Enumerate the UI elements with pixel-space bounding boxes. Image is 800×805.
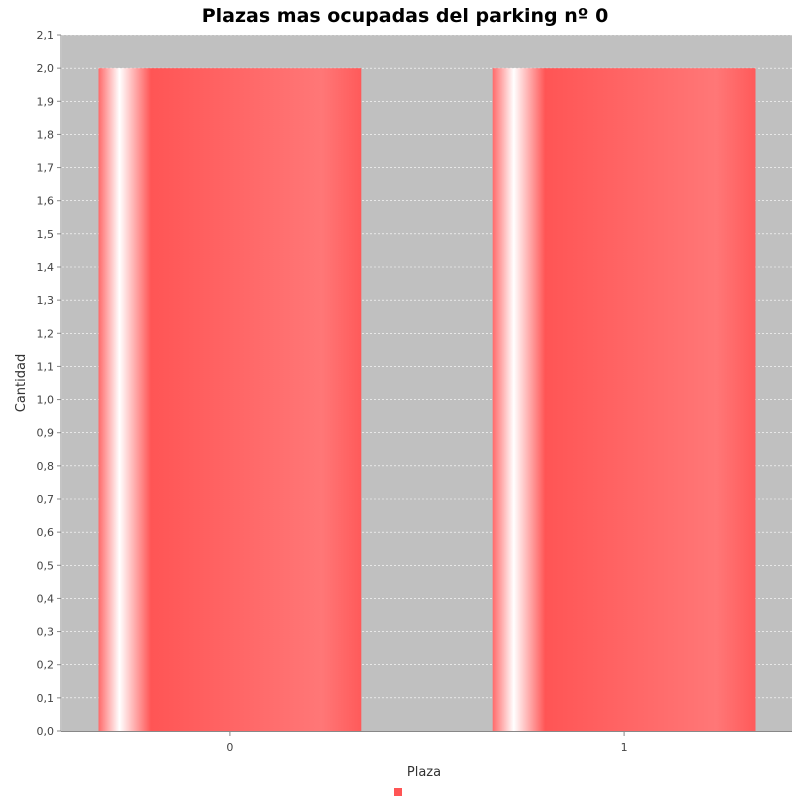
y-tick-label: 1,1 <box>37 360 55 373</box>
y-tick-label: 0,0 <box>37 725 55 738</box>
y-tick-label: 1,7 <box>37 162 55 175</box>
chart-title: Plazas mas ocupadas del parking nº 0 <box>202 5 609 27</box>
y-tick-label: 2,0 <box>37 62 55 75</box>
y-tick-label: 0,9 <box>37 427 55 440</box>
y-tick-label: 1,4 <box>37 261 55 274</box>
x-tick-label: 1 <box>621 741 628 754</box>
y-tick-label: 0,2 <box>37 659 55 672</box>
y-tick-label: 0,1 <box>37 692 55 705</box>
y-tick-label: 2,1 <box>37 29 55 42</box>
y-tick-label: 1,0 <box>37 394 55 407</box>
y-tick-label: 0,8 <box>37 460 55 473</box>
x-axis-label: Plaza <box>407 765 441 780</box>
bars <box>98 68 756 731</box>
y-axis-label: Cantidad <box>14 354 29 412</box>
y-tick-label: 1,9 <box>37 95 55 108</box>
bar <box>98 68 362 731</box>
y-tick-label: 0,4 <box>37 592 55 605</box>
y-tick-label: 0,5 <box>37 559 55 572</box>
y-tick-label: 1,8 <box>37 128 55 141</box>
y-tick-label: 1,3 <box>37 294 55 307</box>
y-tick-label: 0,7 <box>37 493 55 506</box>
x-tick-label: 0 <box>226 741 233 754</box>
y-tick-label: 1,2 <box>37 327 55 340</box>
y-tick-label: 0,3 <box>37 626 55 639</box>
y-axis-ticks: 0,0 0,1 0,2 0,3 0,4 0,5 0,6 0,7 0,8 0,9 1,0 1,1 1,2 1… <box>37 29 61 738</box>
legend-swatch <box>394 788 402 796</box>
bar <box>492 68 756 731</box>
y-tick-label: 1,5 <box>37 228 55 241</box>
y-tick-label: 0,6 <box>37 526 55 539</box>
y-tick-label: 1,6 <box>37 195 55 208</box>
